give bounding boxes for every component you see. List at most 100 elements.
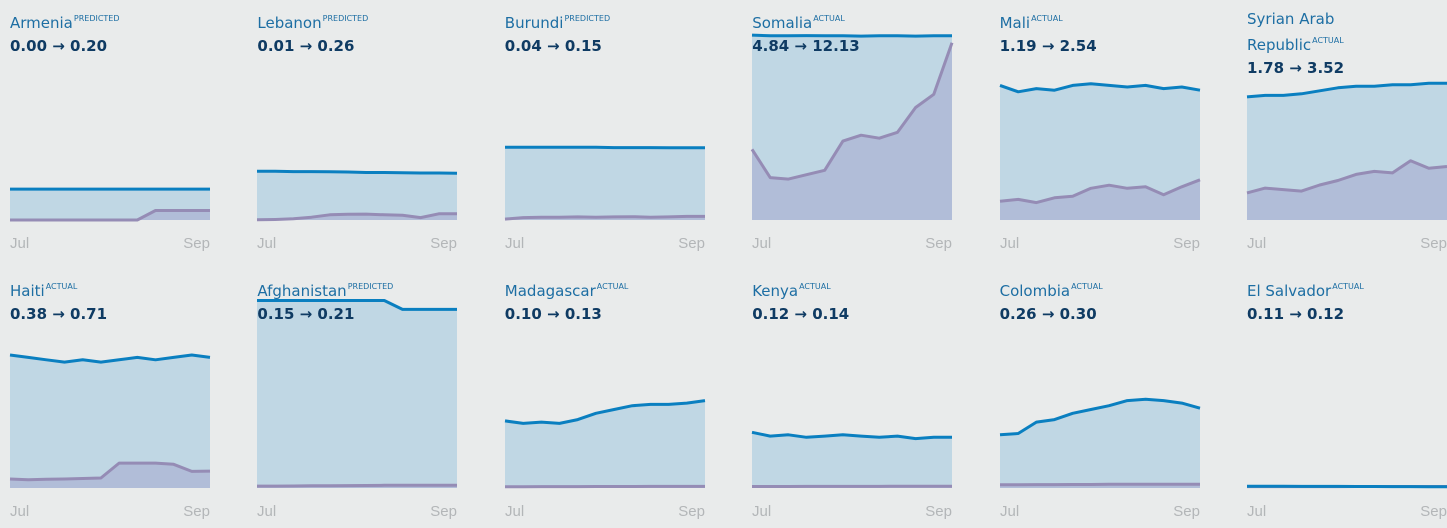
chart-title: Armenia [10, 14, 73, 32]
x-tick-label: Jul [10, 503, 29, 520]
x-tick-label: Sep [431, 235, 458, 252]
line [257, 485, 457, 486]
chart-subtitle: 0.38 → 0.71 [10, 302, 107, 326]
status-label: ACTUAL [1071, 282, 1103, 291]
title-row: HaitiACTUAL [10, 276, 107, 302]
x-tick-label: Sep [183, 235, 210, 252]
status-label: ACTUAL [1031, 14, 1063, 23]
status-label: PREDICTED [323, 14, 369, 23]
title-row: KenyaACTUAL [752, 276, 849, 302]
x-tick-label: Sep [1420, 235, 1447, 252]
x-tick-label: Jul [10, 235, 29, 252]
title-row: MaliACTUAL [1000, 8, 1097, 34]
status-label: ACTUAL [813, 14, 845, 23]
chart-subtitle: 4.84 → 12.13 [752, 34, 859, 58]
title-row: El SalvadorACTUAL [1247, 276, 1364, 302]
chart-subtitle: 0.12 → 0.14 [752, 302, 849, 326]
chart-subtitle: 0.04 → 0.15 [505, 34, 610, 58]
x-tick-label: Jul [1247, 503, 1266, 520]
area [752, 432, 952, 488]
x-tick-label: Sep [1173, 235, 1200, 252]
x-tick-label: Sep [183, 503, 210, 520]
x-tick-label: Sep [1420, 503, 1447, 520]
chart-subtitle: 0.11 → 0.12 [1247, 302, 1364, 326]
x-tick-label: Jul [752, 503, 771, 520]
area [257, 171, 457, 220]
area [505, 147, 705, 220]
x-tick-label: Jul [752, 235, 771, 252]
chart-panel: Jul Sep ColombiaACTUAL 0.26 → 0.30 [1000, 268, 1200, 528]
status-label: PREDICTED [564, 14, 610, 23]
chart-title: Somalia [752, 14, 812, 32]
line [1247, 486, 1447, 487]
title-row: Syrian Arab RepublicACTUAL [1247, 8, 1427, 56]
status-label: ACTUAL [799, 282, 831, 291]
title-row: BurundiPREDICTED [505, 8, 610, 34]
area [257, 301, 457, 489]
panel-header: ColombiaACTUAL 0.26 → 0.30 [1000, 276, 1103, 326]
title-row: ArmeniaPREDICTED [10, 8, 120, 34]
x-tick-label: Jul [1247, 235, 1266, 252]
chart-subtitle: 0.10 → 0.13 [505, 302, 629, 326]
title-row: MadagascarACTUAL [505, 276, 629, 302]
chart-panel: Jul Sep SomaliaACTUAL 4.84 → 12.13 [752, 0, 952, 260]
x-tick-label: Sep [1173, 503, 1200, 520]
chart-subtitle: 1.19 → 2.54 [1000, 34, 1097, 58]
status-label: ACTUAL [1332, 282, 1364, 291]
x-tick-label: Sep [925, 503, 952, 520]
chart-title: Syrian Arab Republic [1247, 10, 1334, 54]
chart-title: Mali [1000, 14, 1030, 32]
title-row: AfghanistanPREDICTED [257, 276, 393, 302]
chart-title: Kenya [752, 282, 798, 300]
line [257, 171, 457, 173]
x-tick-label: Jul [1000, 503, 1019, 520]
status-label: ACTUAL [1312, 36, 1344, 45]
x-tick-label: Sep [678, 503, 705, 520]
status-label: PREDICTED [348, 282, 394, 291]
chart-title: Lebanon [257, 14, 321, 32]
chart-title: Burundi [505, 14, 564, 32]
chart-subtitle: 0.00 → 0.20 [10, 34, 120, 58]
line [505, 147, 705, 148]
title-row: LebanonPREDICTED [257, 8, 368, 34]
status-label: ACTUAL [46, 282, 78, 291]
area [505, 401, 705, 488]
chart-subtitle: 0.15 → 0.21 [257, 302, 393, 326]
x-tick-label: Jul [257, 503, 276, 520]
x-tick-label: Sep [925, 235, 952, 252]
status-label: PREDICTED [74, 14, 120, 23]
chart-title: Madagascar [505, 282, 596, 300]
chart-subtitle: 0.01 → 0.26 [257, 34, 368, 58]
chart-subtitle: 0.26 → 0.30 [1000, 302, 1103, 326]
chart-title: Colombia [1000, 282, 1071, 300]
x-tick-label: Sep [678, 235, 705, 252]
x-tick-label: Sep [431, 503, 458, 520]
x-tick-label: Jul [505, 235, 524, 252]
x-tick-label: Jul [257, 235, 276, 252]
x-tick-label: Jul [505, 503, 524, 520]
chart-title: Haiti [10, 282, 45, 300]
status-label: ACTUAL [597, 282, 629, 291]
x-tick-label: Jul [1000, 235, 1019, 252]
